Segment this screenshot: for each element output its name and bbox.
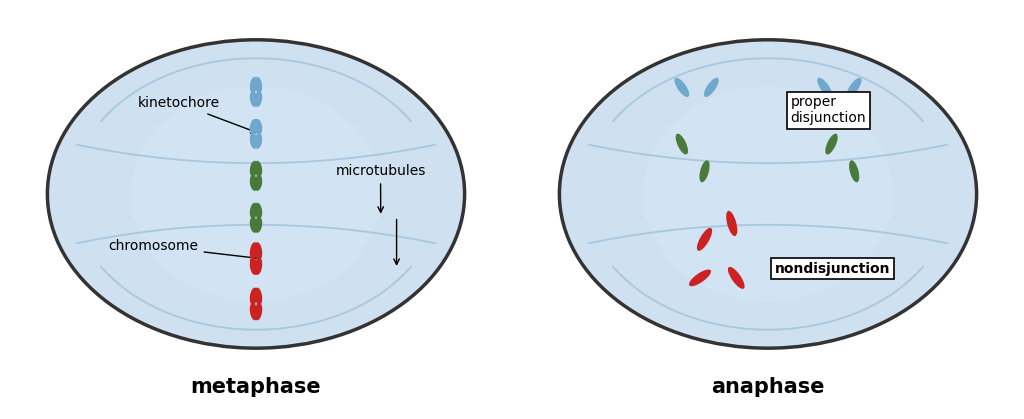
- Ellipse shape: [250, 217, 258, 233]
- Ellipse shape: [254, 242, 262, 260]
- Ellipse shape: [254, 257, 262, 275]
- Ellipse shape: [726, 211, 737, 236]
- Ellipse shape: [728, 267, 744, 289]
- Ellipse shape: [699, 160, 710, 182]
- Text: chromosome: chromosome: [109, 239, 256, 260]
- Ellipse shape: [254, 303, 262, 321]
- Ellipse shape: [250, 91, 258, 107]
- Text: kinetochore: kinetochore: [138, 96, 256, 133]
- Ellipse shape: [703, 78, 719, 97]
- Text: anaphase: anaphase: [712, 377, 824, 397]
- Ellipse shape: [254, 287, 262, 305]
- Ellipse shape: [254, 203, 262, 219]
- Ellipse shape: [254, 77, 262, 93]
- Ellipse shape: [250, 161, 258, 177]
- Text: microtubules: microtubules: [336, 164, 426, 212]
- Ellipse shape: [254, 175, 262, 191]
- Ellipse shape: [250, 287, 258, 305]
- Ellipse shape: [254, 133, 262, 149]
- Ellipse shape: [250, 119, 258, 135]
- Ellipse shape: [250, 303, 258, 321]
- Ellipse shape: [131, 86, 381, 302]
- Ellipse shape: [847, 78, 861, 97]
- Ellipse shape: [676, 134, 688, 155]
- Ellipse shape: [250, 133, 258, 149]
- Ellipse shape: [250, 257, 258, 275]
- Ellipse shape: [849, 160, 859, 182]
- Ellipse shape: [254, 119, 262, 135]
- Ellipse shape: [675, 78, 689, 97]
- Ellipse shape: [250, 203, 258, 219]
- Ellipse shape: [250, 175, 258, 191]
- Ellipse shape: [250, 242, 258, 260]
- Ellipse shape: [47, 40, 465, 348]
- Ellipse shape: [643, 86, 893, 302]
- Ellipse shape: [689, 269, 711, 286]
- Ellipse shape: [254, 217, 262, 233]
- Ellipse shape: [825, 134, 838, 155]
- Text: proper
disjunction: proper disjunction: [791, 95, 866, 125]
- Ellipse shape: [254, 91, 262, 107]
- Ellipse shape: [697, 228, 712, 251]
- Text: nondisjunction: nondisjunction: [775, 262, 890, 276]
- Ellipse shape: [817, 78, 833, 97]
- Ellipse shape: [250, 77, 258, 93]
- Ellipse shape: [254, 161, 262, 177]
- Ellipse shape: [559, 40, 977, 348]
- Text: metaphase: metaphase: [190, 377, 322, 397]
